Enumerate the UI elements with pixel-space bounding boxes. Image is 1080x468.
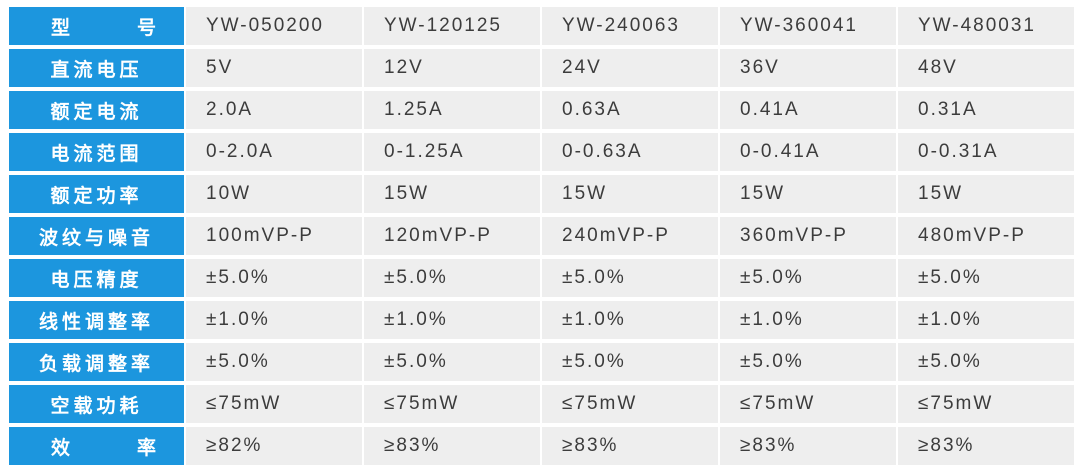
row-header-char: 效	[51, 436, 71, 459]
spec-cell: ±1.0%	[186, 301, 362, 339]
row-header: 型号	[9, 7, 184, 45]
spec-cell: 48V	[898, 49, 1074, 87]
spec-cell: ≥83%	[542, 427, 718, 465]
spec-cell: 480mVP-P	[898, 217, 1074, 255]
spec-cell: ±5.0%	[720, 259, 896, 297]
spec-cell: 120mVP-P	[364, 217, 540, 255]
spec-cell: ≤75mW	[542, 385, 718, 423]
spec-cell: ±5.0%	[186, 343, 362, 381]
spec-cell: ±5.0%	[720, 343, 896, 381]
spec-cell: ±5.0%	[542, 259, 718, 297]
spec-cell: 24V	[542, 49, 718, 87]
spec-cell: ±1.0%	[898, 301, 1074, 339]
spec-cell: 0.63A	[542, 91, 718, 129]
spec-cell: ±5.0%	[542, 343, 718, 381]
model-cell: YW-360041	[720, 7, 896, 45]
row-header: 电压精度	[9, 259, 184, 297]
spec-cell: 0-0.41A	[720, 133, 896, 171]
spec-cell: 15W	[898, 175, 1074, 213]
model-cell: YW-050200	[186, 7, 362, 45]
spec-cell: ±5.0%	[364, 259, 540, 297]
spec-cell: 12V	[364, 49, 540, 87]
row-header: 空载功耗	[9, 385, 184, 423]
spec-cell: 360mVP-P	[720, 217, 896, 255]
row-header: 直流电压	[9, 49, 184, 87]
spec-cell: ±1.0%	[542, 301, 718, 339]
spec-cell: 15W	[542, 175, 718, 213]
spec-cell: ±5.0%	[898, 259, 1074, 297]
row-header: 效率	[9, 427, 184, 465]
spec-cell: ±1.0%	[720, 301, 896, 339]
row-header-char: 型	[51, 16, 71, 39]
spec-cell: 15W	[364, 175, 540, 213]
model-cell: YW-120125	[364, 7, 540, 45]
spec-cell: 2.0A	[186, 91, 362, 129]
spec-cell: 5V	[186, 49, 362, 87]
spec-cell: ±5.0%	[364, 343, 540, 381]
spec-cell: 10W	[186, 175, 362, 213]
spec-cell: ≤75mW	[720, 385, 896, 423]
spec-cell: ±5.0%	[898, 343, 1074, 381]
spec-cell: ≥82%	[186, 427, 362, 465]
row-header-char: 率	[136, 436, 156, 459]
row-header: 负载调整率	[9, 343, 184, 381]
spec-cell: 15W	[720, 175, 896, 213]
spec-cell: ±1.0%	[364, 301, 540, 339]
spec-cell: ≤75mW	[898, 385, 1074, 423]
spec-cell: 240mVP-P	[542, 217, 718, 255]
spec-cell: ≤75mW	[364, 385, 540, 423]
spec-cell: 0.31A	[898, 91, 1074, 129]
spec-cell: 0-0.63A	[542, 133, 718, 171]
spec-cell: ≥83%	[898, 427, 1074, 465]
row-header: 额定电流	[9, 91, 184, 129]
spec-cell: 0-1.25A	[364, 133, 540, 171]
spec-cell: ≤75mW	[186, 385, 362, 423]
model-cell: YW-480031	[898, 7, 1074, 45]
spec-table: 型号 YW-050200 YW-120125 YW-240063 YW-360041 YW…	[9, 7, 1074, 465]
row-header: 波纹与噪音	[9, 217, 184, 255]
row-header-char: 号	[136, 16, 156, 39]
row-header: 线性调整率	[9, 301, 184, 339]
spec-cell: 100mVP-P	[186, 217, 362, 255]
model-cell: YW-240063	[542, 7, 718, 45]
spec-cell: ≥83%	[720, 427, 896, 465]
spec-cell: 1.25A	[364, 91, 540, 129]
spec-cell: ≥83%	[364, 427, 540, 465]
spec-cell: 0-2.0A	[186, 133, 362, 171]
spec-cell: ±5.0%	[186, 259, 362, 297]
row-header: 电流范围	[9, 133, 184, 171]
spec-cell: 0.41A	[720, 91, 896, 129]
row-header: 额定功率	[9, 175, 184, 213]
spec-cell: 36V	[720, 49, 896, 87]
spec-cell: 0-0.31A	[898, 133, 1074, 171]
